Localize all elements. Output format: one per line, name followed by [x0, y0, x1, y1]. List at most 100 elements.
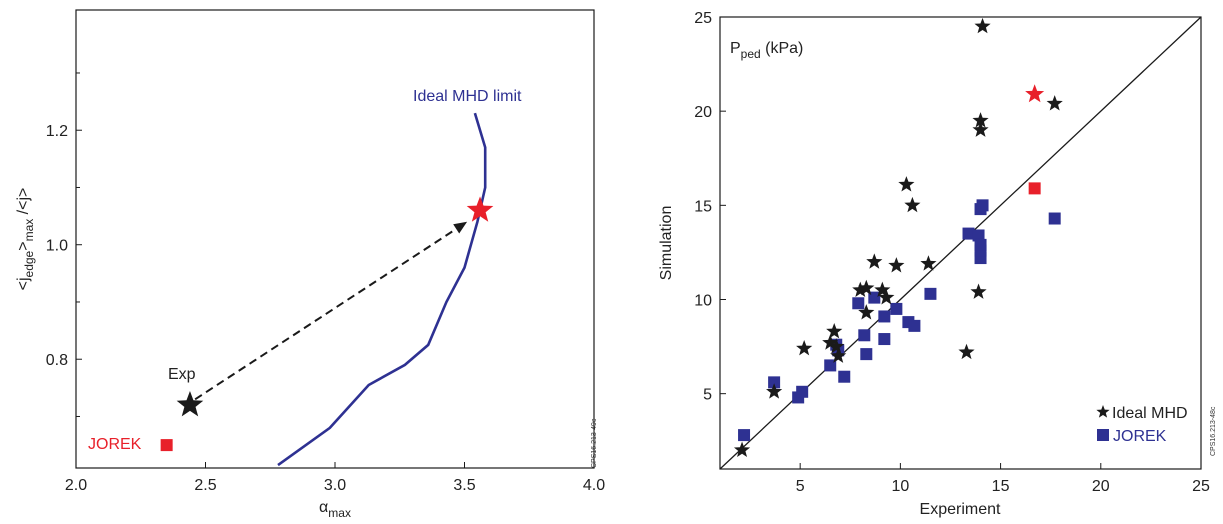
right-x-tick-label: 25 [1192, 478, 1210, 495]
left-y-label-part-d: max [22, 219, 36, 242]
left-chart: 2.0 2.5 3.0 3.5 4.00.81.01.2 <jedge>max /<j>… [15, 9, 605, 520]
right-marks [719, 16, 1202, 470]
jorek-point [824, 359, 837, 372]
legend-label-jorek: JOREK [1113, 428, 1167, 445]
right-chart-title: Pped (kPa) [730, 40, 803, 61]
identity-diagonal-line [719, 16, 1202, 470]
right-y-tick-label: 10 [694, 293, 712, 310]
jorek-point [976, 199, 989, 212]
jorek-point [868, 291, 881, 304]
jorek-point [878, 310, 891, 323]
left-y-tick-label: 0.8 [46, 352, 68, 369]
right-ticks: 5 10 15 20 25 5 10 15 20 25 [694, 10, 1210, 495]
left-x-tick-label: 3.5 [453, 477, 475, 494]
left-x-label-main: α [319, 499, 328, 516]
left-y-label-part-b: edge [22, 250, 36, 277]
ideal-mhd-point [898, 176, 915, 192]
right-y-axis-label: Simulation [658, 206, 675, 281]
ideal-mhd-point [1046, 95, 1063, 111]
jorek-point [838, 370, 851, 383]
ideal-mhd-point [972, 112, 989, 128]
right-x-tick-label: 20 [1092, 478, 1110, 495]
ideal-mhd-limit-annotation: Ideal MHD limit [413, 88, 522, 105]
jorek-point [890, 302, 903, 315]
jorek-point [858, 329, 871, 342]
ideal-mhd-point [888, 257, 905, 273]
jorek-point [908, 319, 921, 332]
right-side-code: CPS16.213-48c [1210, 406, 1217, 456]
right-y-tick-label: 15 [694, 198, 712, 215]
ideal-mhd-point [796, 339, 813, 356]
ideal-mhd-point [858, 279, 875, 296]
right-legend: Ideal MHD JOREK [1096, 405, 1188, 445]
left-x-axis-label: αmax [319, 499, 351, 520]
ideal-mhd-point [826, 323, 843, 339]
exp-annotation: Exp [168, 366, 196, 383]
left-x-tick-label: 2.0 [65, 477, 87, 494]
jorek-point [852, 297, 865, 310]
jorek-point [1048, 212, 1061, 225]
ideal-mhd-point [858, 304, 875, 320]
left-plot-frame [75, 9, 595, 469]
right-chart: 5 10 15 20 25 5 10 15 20 25 Pped (kPa) Simulation… [658, 10, 1217, 518]
right-y-tick-label: 25 [694, 10, 712, 27]
left-y-tick-label: 1.0 [46, 238, 68, 255]
ideal-mhd-point [733, 441, 751, 458]
left-x-tick-label: 4.0 [583, 477, 605, 494]
jorek-point [860, 348, 873, 361]
ideal-mhd-highlight-star [1025, 84, 1045, 103]
ideal-mhd-point [874, 281, 891, 297]
jorek-point [738, 429, 751, 442]
left-y-label-part-e: /<j> [15, 188, 32, 219]
left-x-label-sub: max [328, 506, 351, 520]
right-y-tick-label: 20 [694, 104, 712, 121]
exp-star-marker [176, 391, 204, 417]
ideal-mhd-point [822, 334, 839, 350]
jorek-point [974, 238, 987, 251]
left-marks [160, 112, 494, 467]
right-x-tick-label: 15 [992, 478, 1010, 495]
limit-star-marker [466, 196, 494, 222]
right-x-tick-label: 10 [891, 478, 909, 495]
right-title-unit: (kPa) [761, 40, 804, 57]
jorek-point [974, 252, 987, 265]
ideal-mhd-point [766, 383, 783, 399]
left-y-tick-label: 1.2 [46, 123, 68, 140]
ideal-mhd-point [830, 347, 847, 363]
ideal-mhd-point [904, 196, 921, 213]
left-x-tick-label: 2.5 [194, 477, 216, 494]
ideal-mhd-point [866, 253, 883, 269]
left-side-code: CPS16.213-49c [591, 418, 598, 468]
jorek-point [972, 229, 985, 242]
right-y-tick-label: 5 [703, 387, 712, 404]
right-x-axis-label: Experiment [920, 501, 1001, 518]
arrow-head [453, 221, 468, 234]
jorek-point [878, 333, 891, 346]
right-plot-frame [719, 16, 1202, 470]
ideal-mhd-point [878, 289, 895, 305]
jorek-highlight-square [1028, 182, 1041, 195]
jorek-point [962, 227, 975, 240]
left-y-label-part-a: <j [15, 277, 32, 290]
ideal-mhd-point [974, 17, 991, 34]
ideal-mhd-point [828, 338, 845, 354]
exp-to-limit-arrow [194, 220, 468, 401]
jorek-point [768, 376, 781, 389]
left-x-tick-label: 3.0 [324, 477, 346, 494]
jorek-point [924, 287, 937, 300]
jorek-annotation: JOREK [88, 436, 142, 453]
right-x-tick-label: 5 [796, 478, 805, 495]
ideal-mhd-point [852, 281, 869, 297]
right-title-main: P [730, 40, 741, 57]
left-y-label-part-c: > [15, 241, 32, 250]
ideal-mhd-limit-curve [277, 112, 487, 467]
legend-square-marker [1097, 429, 1109, 441]
ideal-mhd-point [920, 255, 937, 271]
ideal-mhd-point [970, 283, 987, 299]
right-title-sub: ped [741, 47, 761, 61]
jorek-square-marker [160, 439, 173, 452]
jorek-point [796, 385, 809, 398]
ideal-mhd-point [958, 343, 975, 360]
legend-label-ideal-mhd: Ideal MHD [1112, 405, 1188, 422]
